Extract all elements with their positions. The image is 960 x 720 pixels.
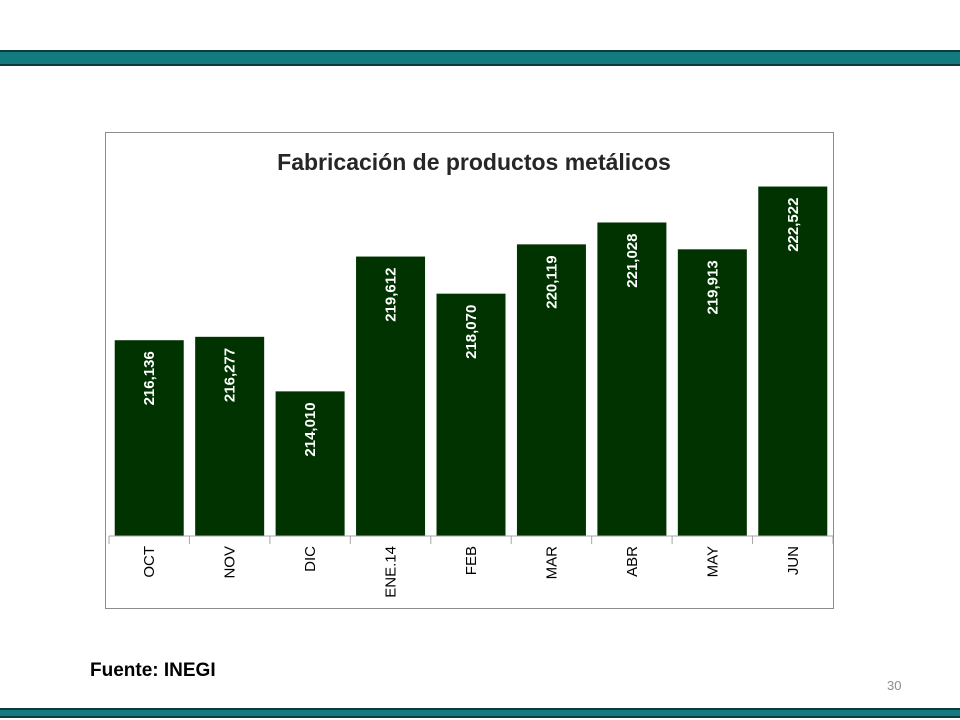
category-labels-group: OCT NOV DIC ENE.14 FEB MAR ABR MAY JUN	[141, 546, 802, 598]
category-label: MAY	[704, 546, 721, 577]
chart-title: Fabricación de productos metálicos	[277, 149, 671, 175]
value-label: 218,070	[463, 305, 480, 359]
top-accent-band	[0, 50, 960, 66]
category-label: FEB	[463, 546, 480, 575]
value-label: 214,010	[302, 402, 319, 456]
bar-jun	[758, 186, 828, 536]
category-label: OCT	[141, 546, 158, 578]
value-label: 220,119	[543, 255, 560, 308]
bar-abr	[597, 222, 667, 536]
x-axis	[108, 535, 833, 544]
bar-chart: Fabricación de productos metálicos 216,1…	[108, 149, 833, 598]
chart-frame: Fabricación de productos metálicos 216,1…	[105, 132, 834, 609]
bar-oct	[114, 340, 184, 536]
bar-mar	[516, 244, 586, 536]
source-note: Fuente: INEGI	[90, 660, 216, 681]
bar-dic	[275, 391, 345, 536]
bar-may	[677, 249, 747, 536]
category-label: NOV	[222, 546, 239, 579]
value-label: 222,522	[785, 198, 802, 252]
bars-group	[114, 186, 828, 536]
category-label: JUN	[785, 546, 802, 575]
bar-nov	[195, 336, 265, 536]
category-label: ABR	[624, 546, 641, 577]
bar-ene-14	[356, 256, 426, 536]
category-label: DIC	[302, 546, 319, 572]
category-label: MAR	[543, 546, 560, 580]
category-label: ENE.14	[383, 546, 400, 598]
value-label: 216,277	[222, 348, 239, 402]
bar-feb	[436, 293, 506, 536]
value-label: 221,028	[624, 233, 641, 287]
bottom-accent-band	[0, 708, 960, 718]
page-number: 30	[887, 678, 902, 693]
value-label: 219,612	[383, 268, 400, 322]
value-label: 219,913	[704, 260, 721, 314]
value-label: 216,136	[141, 351, 158, 405]
value-labels-group: 216,136 216,277 214,010 219,612 218,070 220,1…	[141, 198, 802, 457]
